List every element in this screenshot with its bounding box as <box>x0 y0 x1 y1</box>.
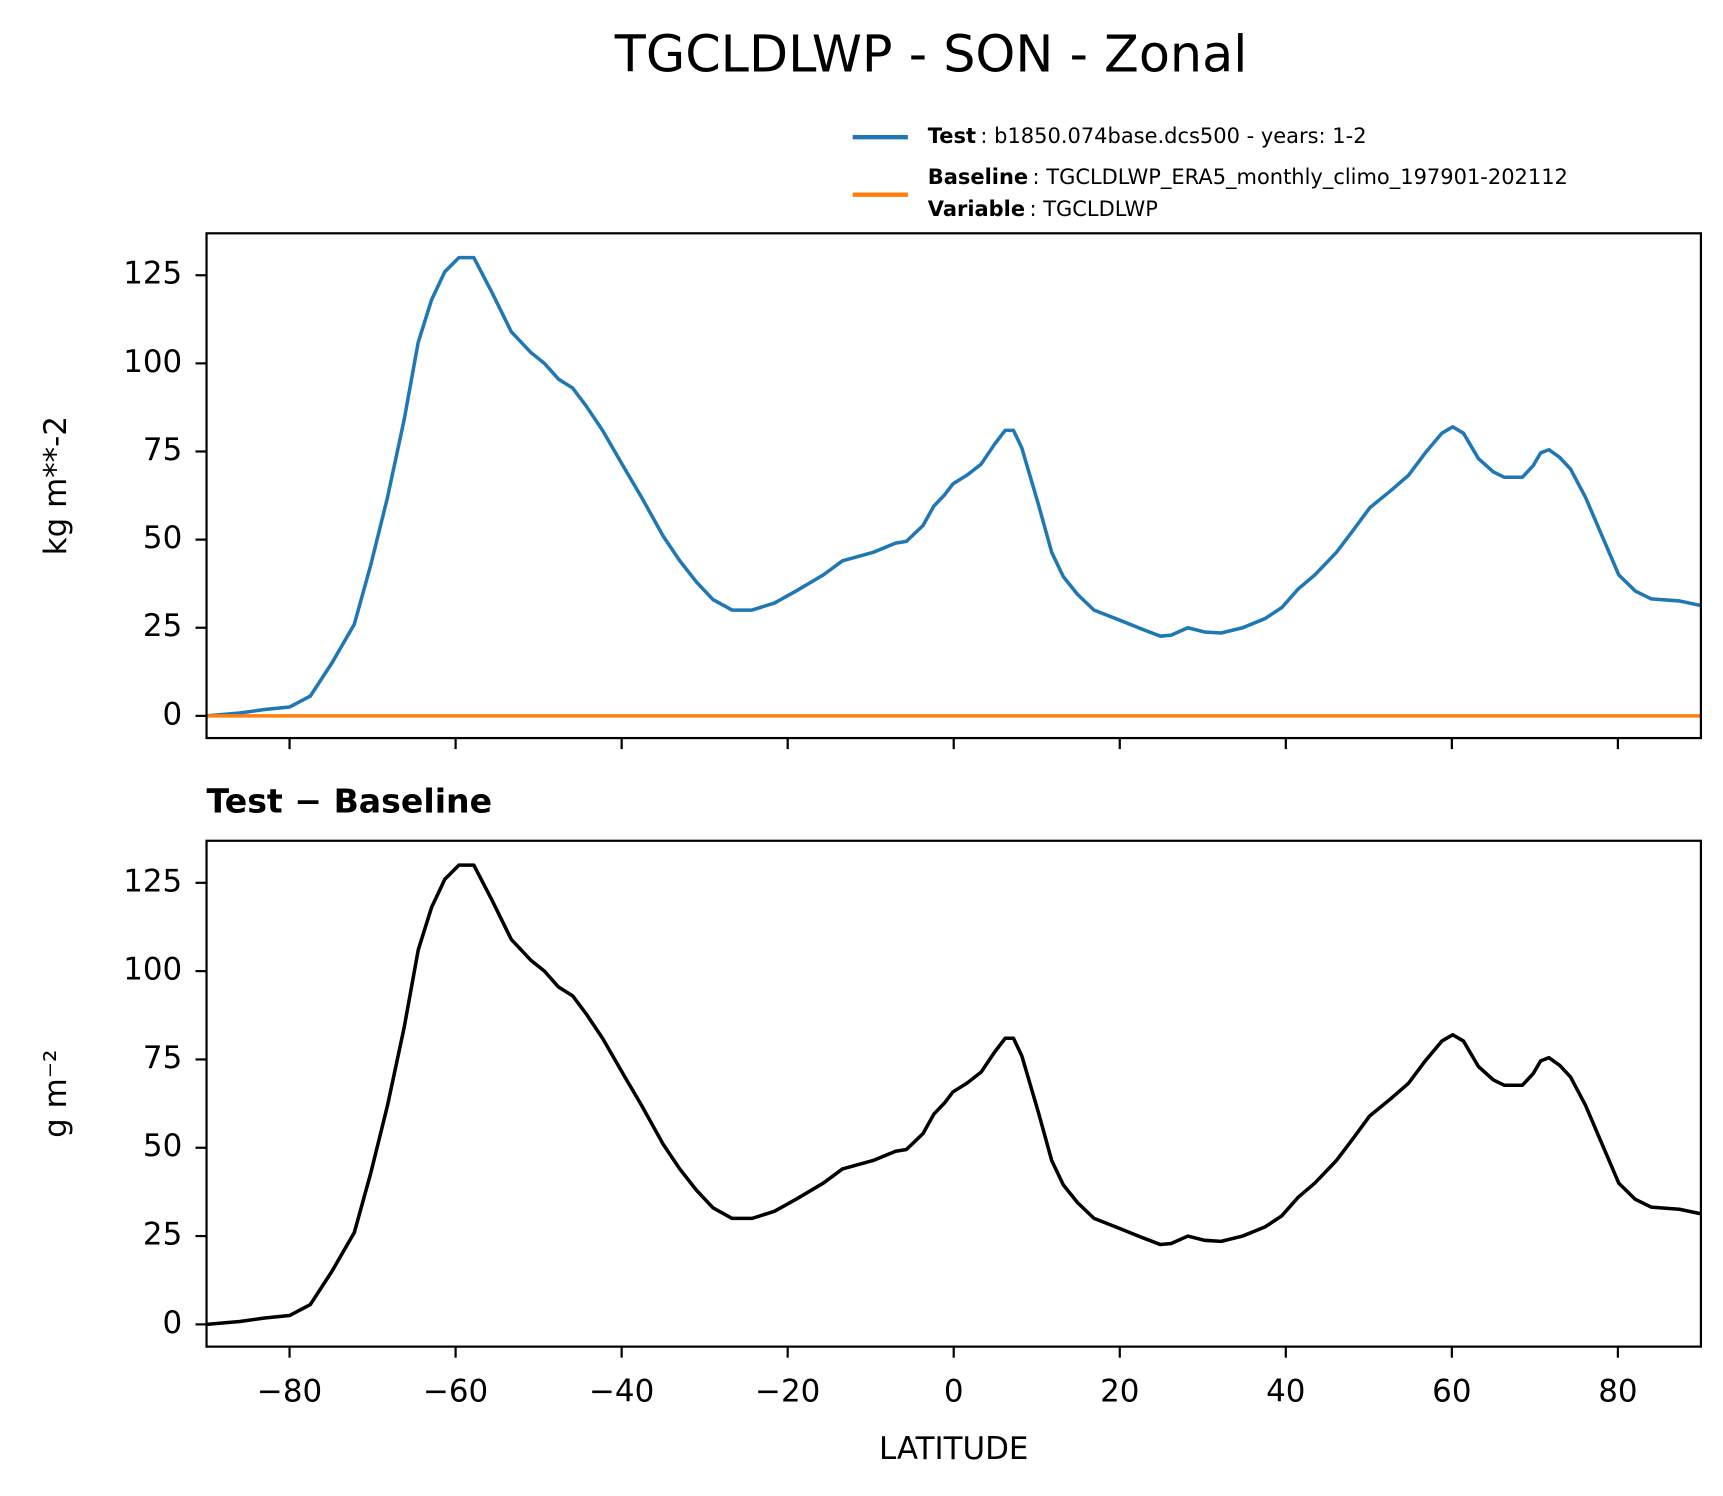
x-tick-label: 0 <box>944 1374 964 1410</box>
legend-entry: Test: b1850.074base.dcs500 - years: 1-2 <box>928 124 1367 148</box>
data-line <box>206 863 1701 1327</box>
y-tick-label: 125 <box>123 256 182 292</box>
x-tick-label: −40 <box>589 1374 654 1410</box>
y-tick-label: 50 <box>143 1128 182 1164</box>
data-line <box>206 255 1701 718</box>
axes-frame <box>205 232 1703 740</box>
legend-note: Variable: TGCLDLWP <box>928 197 1158 221</box>
x-tick-label: 20 <box>1100 1374 1139 1410</box>
x-tick-label: 80 <box>1598 1374 1637 1410</box>
axes-title: Test − Baseline <box>207 782 493 821</box>
x-tick-label: −60 <box>423 1374 488 1410</box>
y-tick-label: 75 <box>143 432 182 468</box>
x-axis-label: LATITUDE <box>879 1431 1029 1467</box>
legend-name: Test <box>928 124 976 148</box>
legend-entry: Baseline: TGCLDLWP_ERA5_monthly_climo_19… <box>928 165 1568 190</box>
x-tick-label: 40 <box>1266 1374 1305 1410</box>
x-tick-label: −80 <box>257 1374 322 1410</box>
y-tick-label: 75 <box>143 1040 182 1076</box>
y-tick-label: 0 <box>163 1305 183 1341</box>
y-tick-label: 125 <box>123 863 182 899</box>
y-axis-label: kg m**-2 <box>38 416 74 555</box>
axes-frame <box>205 839 1703 1348</box>
y-tick-label: 100 <box>123 952 182 988</box>
legend-description: : TGCLDLWP_ERA5_monthly_climo_197901-202… <box>1033 165 1568 190</box>
legend-description: : b1850.074base.dcs500 - years: 1-2 <box>980 124 1366 148</box>
y-axis-label: g m⁻² <box>38 1050 74 1138</box>
legend-note-name: Variable <box>928 197 1025 221</box>
legend-name: Baseline <box>928 165 1028 189</box>
figure-title: TGCLDLWP - SON - Zonal <box>614 25 1248 84</box>
y-tick-label: 25 <box>143 608 182 644</box>
y-tick-label: 50 <box>143 520 182 556</box>
x-tick-label: 60 <box>1432 1374 1471 1410</box>
y-tick-label: 100 <box>123 344 182 380</box>
legend-note-text: : TGCLDLWP <box>1030 197 1158 221</box>
x-tick-label: −20 <box>755 1374 820 1410</box>
y-tick-label: 25 <box>143 1217 182 1253</box>
y-tick-label: 0 <box>163 696 183 732</box>
